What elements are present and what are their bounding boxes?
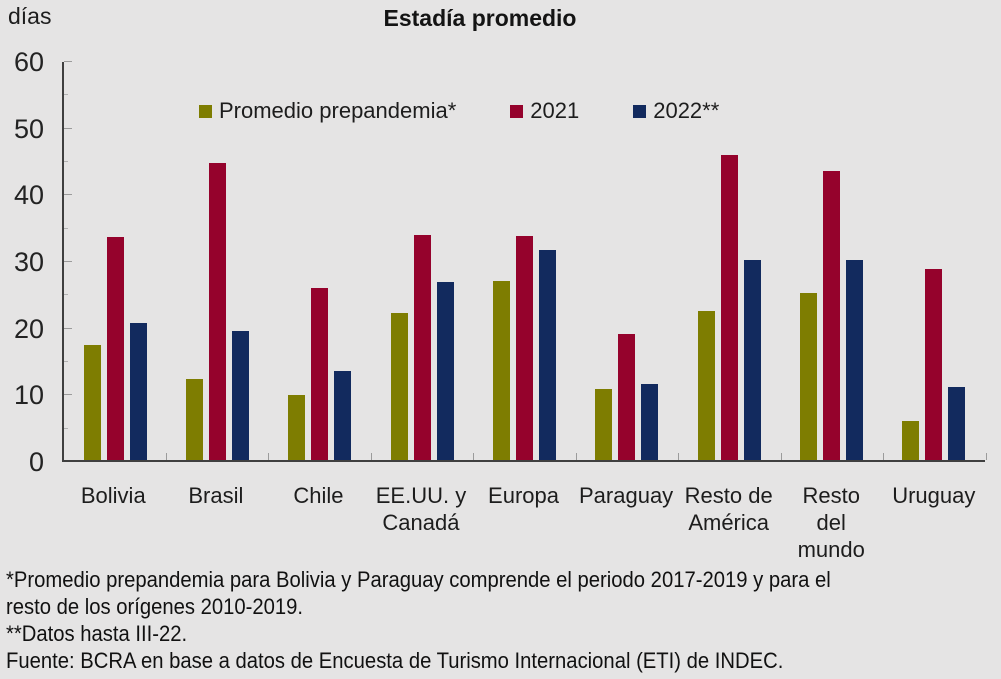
bar-2022- xyxy=(334,370,352,460)
bar-2021 xyxy=(208,163,226,460)
y-tick-label-10: 10 xyxy=(13,380,44,411)
y-tick-mark-40 xyxy=(64,194,72,196)
bar-group-8 xyxy=(780,62,882,460)
y-minor-tick-mark-25 xyxy=(64,294,68,296)
x-tick-mark-5 xyxy=(576,453,577,460)
footnote-line: Fuente: BCRA en base a datos de Encuesta… xyxy=(6,648,784,673)
bar-2021 xyxy=(311,288,329,460)
y-tick-label-40: 40 xyxy=(13,180,44,211)
x-category-label: Europa xyxy=(488,483,559,508)
bar-group-4 xyxy=(371,62,473,460)
bar-2021 xyxy=(925,268,943,460)
bar-2021 xyxy=(720,155,738,460)
x-tick-mark-1 xyxy=(166,453,167,460)
bar-2021 xyxy=(515,236,533,460)
y-tick-mark-10 xyxy=(64,394,72,396)
y-tick-label-60: 60 xyxy=(13,47,44,77)
bar-group-5 xyxy=(473,62,575,460)
plot-area: Promedio prepandemia* 2021 2022** 0 10 20 3… xyxy=(14,47,987,477)
bar-2022- xyxy=(845,260,863,460)
legend-item-2021: 2021 xyxy=(510,98,579,124)
x-tick-mark-3 xyxy=(371,453,372,460)
chart-title: Estadía promedio xyxy=(383,5,577,31)
bar-2022- xyxy=(538,250,556,460)
bar-promedio-prepandemia- xyxy=(288,395,306,460)
y-tick-label-20: 20 xyxy=(13,313,44,344)
y-minor-tick-mark-15 xyxy=(64,361,68,362)
footnotes: *Promedio prepandemia para Bolivia y Par… xyxy=(6,566,1001,674)
x-tick-mark-8 xyxy=(883,453,884,460)
x-category-label: Paraguay xyxy=(579,483,674,508)
bar-2022- xyxy=(743,260,761,460)
bar-promedio-prepandemia- xyxy=(83,344,101,460)
bar-group-3 xyxy=(269,62,371,460)
y-tick-mark-20 xyxy=(64,327,72,329)
x-category-label: Resto de América xyxy=(684,483,773,535)
x-tick-mark-4 xyxy=(473,453,474,460)
y-tick-label-50: 50 xyxy=(13,113,44,144)
bar-2021 xyxy=(822,171,840,460)
bar-2022- xyxy=(641,384,659,460)
x-category-label: Resto del mundo xyxy=(797,483,865,562)
legend-label-prepandemia: Promedio prepandemia* xyxy=(219,98,457,123)
bar-2022- xyxy=(948,386,966,460)
bar-group-9 xyxy=(883,62,985,460)
y-tick-mark-60 xyxy=(64,61,72,62)
bar-promedio-prepandemia- xyxy=(492,281,510,460)
x-category-label: Brasil xyxy=(188,483,244,508)
legend-item-2022: 2022** xyxy=(633,98,719,124)
x-category-label: Chile xyxy=(293,483,344,508)
bar-group-7 xyxy=(678,62,780,460)
bar-promedio-prepandemia- xyxy=(390,312,408,460)
bar-2022- xyxy=(436,282,454,460)
y-minor-tick-mark-45 xyxy=(64,161,68,162)
x-tick-mark-2 xyxy=(268,453,269,460)
bar-group-1 xyxy=(64,62,166,460)
x-tick-mark-7 xyxy=(781,453,782,460)
x-category-label: Uruguay xyxy=(892,483,976,508)
bar-promedio-prepandemia- xyxy=(902,420,920,460)
bar-2022- xyxy=(231,330,249,460)
bar-promedio-prepandemia- xyxy=(799,292,817,460)
x-category-label: EE.UU. y Canadá xyxy=(375,483,467,535)
y-tick-mark-50 xyxy=(64,127,72,129)
legend-item-prepandemia: Promedio prepandemia* xyxy=(199,98,456,124)
bar-promedio-prepandemia- xyxy=(595,389,613,460)
bar-group-6 xyxy=(576,62,678,460)
legend: Promedio prepandemia* 2021 2022** xyxy=(199,98,719,124)
bar-2021 xyxy=(106,237,124,460)
x-tick-mark-6 xyxy=(678,453,679,460)
y-minor-tick-mark-55 xyxy=(64,94,68,96)
bar-2022- xyxy=(129,323,147,460)
y-tick-label-30: 30 xyxy=(13,247,44,277)
y-minor-tick-mark-35 xyxy=(64,227,68,229)
x-tick-mark-9 xyxy=(986,453,987,460)
footnote-line: **Datos hasta III-22. xyxy=(6,621,188,646)
y-tick-mark-30 xyxy=(64,261,72,262)
legend-swatch-2021 xyxy=(510,104,524,118)
legend-swatch-prepandemia xyxy=(199,104,212,118)
bar-group-2 xyxy=(166,62,268,460)
bar-groups-container xyxy=(64,62,985,460)
legend-swatch-2022 xyxy=(633,104,647,118)
bar-2021 xyxy=(618,334,636,460)
y-axis-unit-label: días xyxy=(8,3,52,29)
x-axis-labels: Bolivia Brasil Chile EE.UU. y Canadá Europa P… xyxy=(62,482,985,563)
bar-2021 xyxy=(413,234,431,460)
legend-label-2021: 2021 xyxy=(530,98,580,123)
x-category-label: Bolivia xyxy=(80,483,146,508)
bar-promedio-prepandemia- xyxy=(697,310,715,460)
y-tick-label-0: 0 xyxy=(28,447,44,477)
footnote-line: resto de los orígenes 2010-2019. xyxy=(6,594,304,619)
y-minor-tick-mark-5 xyxy=(64,427,68,429)
legend-label-2022: 2022** xyxy=(653,98,720,123)
bar-promedio-prepandemia- xyxy=(185,379,203,460)
footnote-line: *Promedio prepandemia para Bolivia y Par… xyxy=(6,567,831,592)
